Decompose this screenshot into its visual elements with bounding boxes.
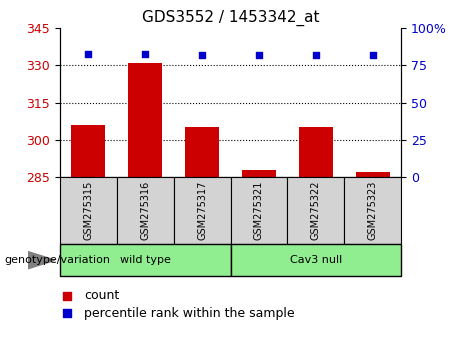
Text: GSM275317: GSM275317 xyxy=(197,181,207,240)
Text: GSM275316: GSM275316 xyxy=(140,181,150,240)
Bar xyxy=(287,177,344,244)
Text: GSM275321: GSM275321 xyxy=(254,181,264,240)
Text: GSM275322: GSM275322 xyxy=(311,181,321,240)
Bar xyxy=(242,170,276,177)
Bar xyxy=(174,177,230,244)
Text: genotype/variation: genotype/variation xyxy=(5,255,111,265)
Text: count: count xyxy=(84,289,119,302)
Text: GSM275315: GSM275315 xyxy=(83,181,94,240)
Text: Cav3 null: Cav3 null xyxy=(290,255,342,265)
Title: GDS3552 / 1453342_at: GDS3552 / 1453342_at xyxy=(142,9,319,25)
Bar xyxy=(230,177,287,244)
Point xyxy=(369,52,376,58)
Bar xyxy=(71,125,106,177)
Bar xyxy=(355,172,390,177)
Point xyxy=(289,221,296,227)
Point xyxy=(255,52,263,58)
Bar xyxy=(60,244,230,276)
Text: GSM275323: GSM275323 xyxy=(367,181,378,240)
Text: wild type: wild type xyxy=(120,255,171,265)
Bar xyxy=(128,63,162,177)
Text: percentile rank within the sample: percentile rank within the sample xyxy=(84,307,295,320)
Point xyxy=(85,51,92,56)
Bar xyxy=(185,127,219,177)
Point xyxy=(142,51,149,56)
Polygon shape xyxy=(28,251,55,269)
Point xyxy=(312,52,319,58)
Point xyxy=(198,52,206,58)
Bar xyxy=(60,177,117,244)
Point xyxy=(289,60,296,66)
Bar xyxy=(299,127,333,177)
Bar xyxy=(344,177,401,244)
Bar xyxy=(230,244,401,276)
Bar xyxy=(117,177,174,244)
